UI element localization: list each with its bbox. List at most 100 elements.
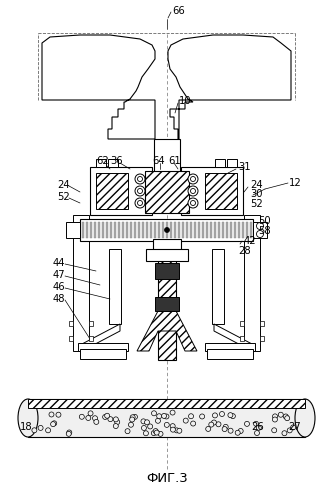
Bar bbox=[260, 336, 264, 341]
Bar bbox=[126, 222, 128, 238]
Circle shape bbox=[219, 412, 224, 417]
Circle shape bbox=[191, 421, 196, 426]
Text: 46: 46 bbox=[53, 282, 66, 292]
Circle shape bbox=[154, 430, 159, 435]
Circle shape bbox=[188, 198, 198, 208]
Bar bbox=[146, 249, 188, 261]
Circle shape bbox=[228, 428, 233, 433]
Circle shape bbox=[125, 429, 130, 434]
Text: 30: 30 bbox=[250, 189, 262, 199]
Bar bbox=[108, 159, 118, 167]
Circle shape bbox=[177, 428, 182, 433]
Circle shape bbox=[130, 415, 135, 420]
Bar bbox=[154, 222, 156, 238]
Circle shape bbox=[105, 413, 110, 418]
Text: 50: 50 bbox=[258, 216, 271, 226]
Circle shape bbox=[51, 422, 56, 427]
Text: 66: 66 bbox=[172, 6, 185, 16]
Polygon shape bbox=[137, 311, 197, 351]
Text: 24: 24 bbox=[250, 180, 263, 190]
Circle shape bbox=[272, 428, 277, 433]
Circle shape bbox=[190, 177, 195, 182]
Bar bbox=[238, 222, 240, 238]
Polygon shape bbox=[214, 324, 252, 351]
Text: 42: 42 bbox=[244, 236, 257, 246]
Bar bbox=[134, 222, 136, 238]
Circle shape bbox=[113, 417, 118, 422]
Bar bbox=[110, 222, 112, 238]
Text: 47: 47 bbox=[53, 270, 66, 280]
Circle shape bbox=[115, 420, 120, 425]
Bar bbox=[154, 139, 180, 177]
Circle shape bbox=[156, 418, 161, 423]
Circle shape bbox=[206, 427, 211, 432]
Circle shape bbox=[153, 429, 158, 434]
Circle shape bbox=[113, 424, 118, 429]
Bar bbox=[226, 222, 228, 238]
Circle shape bbox=[103, 415, 108, 420]
Circle shape bbox=[188, 174, 198, 184]
Circle shape bbox=[256, 425, 261, 430]
Text: 58: 58 bbox=[258, 226, 271, 236]
Text: 62: 62 bbox=[96, 156, 109, 166]
Bar bbox=[80, 349, 126, 359]
Circle shape bbox=[52, 421, 57, 426]
Bar bbox=[212, 249, 224, 324]
Text: 52: 52 bbox=[250, 199, 263, 209]
Bar bbox=[158, 241, 176, 360]
Text: 18: 18 bbox=[20, 422, 33, 432]
Circle shape bbox=[141, 419, 146, 424]
Bar bbox=[230, 222, 232, 238]
Circle shape bbox=[133, 414, 138, 419]
Circle shape bbox=[238, 429, 243, 434]
Circle shape bbox=[222, 427, 227, 432]
Text: 12: 12 bbox=[289, 178, 302, 188]
Bar bbox=[242, 222, 244, 238]
Bar bbox=[86, 222, 88, 238]
Circle shape bbox=[188, 186, 198, 196]
Circle shape bbox=[170, 410, 175, 415]
Circle shape bbox=[66, 431, 71, 436]
Circle shape bbox=[199, 414, 204, 419]
Bar bbox=[162, 222, 164, 238]
Circle shape bbox=[162, 414, 166, 419]
Polygon shape bbox=[168, 35, 291, 139]
Bar bbox=[174, 222, 176, 238]
Circle shape bbox=[129, 422, 134, 427]
Circle shape bbox=[285, 416, 290, 421]
Bar bbox=[146, 179, 188, 189]
Bar bbox=[246, 222, 248, 238]
Bar bbox=[170, 222, 172, 238]
Bar bbox=[78, 343, 128, 351]
Bar bbox=[250, 222, 252, 238]
Text: 28: 28 bbox=[238, 246, 251, 256]
Circle shape bbox=[216, 422, 221, 427]
Circle shape bbox=[235, 430, 240, 435]
Circle shape bbox=[148, 424, 153, 429]
Bar bbox=[96, 173, 128, 209]
Bar bbox=[82, 222, 84, 238]
Circle shape bbox=[67, 430, 72, 435]
Circle shape bbox=[183, 418, 188, 423]
Circle shape bbox=[282, 431, 287, 436]
Circle shape bbox=[164, 414, 169, 419]
Bar bbox=[260, 321, 264, 326]
Bar bbox=[206, 222, 208, 238]
Bar bbox=[155, 263, 179, 279]
Bar bbox=[215, 159, 225, 167]
Bar bbox=[118, 222, 120, 238]
Ellipse shape bbox=[18, 399, 38, 437]
Circle shape bbox=[272, 417, 277, 422]
Bar bbox=[73, 215, 89, 351]
Text: 44: 44 bbox=[53, 258, 66, 268]
Bar bbox=[109, 249, 121, 324]
Bar bbox=[66, 222, 80, 238]
Circle shape bbox=[46, 428, 51, 433]
Circle shape bbox=[254, 431, 259, 436]
Bar bbox=[80, 219, 253, 241]
Circle shape bbox=[256, 223, 263, 230]
Bar bbox=[178, 222, 180, 238]
Bar bbox=[222, 222, 224, 238]
Circle shape bbox=[272, 414, 277, 419]
Circle shape bbox=[170, 424, 175, 429]
